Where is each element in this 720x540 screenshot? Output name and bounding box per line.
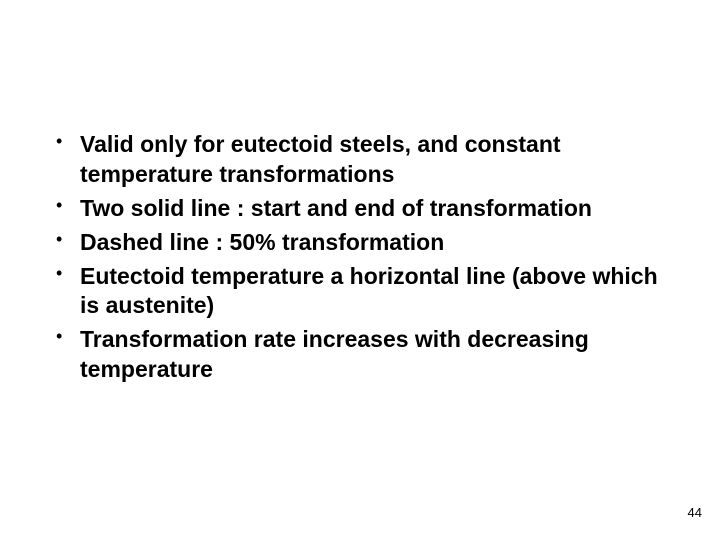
list-item: Transformation rate increases with decre… [50,325,670,385]
list-item: Dashed line : 50% transformation [50,228,670,258]
list-item: Eutectoid temperature a horizontal line … [50,262,670,322]
slide-body: Valid only for eutectoid steels, and con… [0,0,720,540]
bullet-text: Two solid line : start and end of transf… [80,195,592,221]
bullet-text: Dashed line : 50% transformation [80,229,444,255]
page-number: 44 [688,505,702,520]
bullet-list: Valid only for eutectoid steels, and con… [50,130,670,385]
list-item: Two solid line : start and end of transf… [50,194,670,224]
bullet-text: Eutectoid temperature a horizontal line … [80,263,658,319]
bullet-text: Transformation rate increases with decre… [80,326,589,382]
list-item: Valid only for eutectoid steels, and con… [50,130,670,190]
bullet-text: Valid only for eutectoid steels, and con… [80,131,561,187]
